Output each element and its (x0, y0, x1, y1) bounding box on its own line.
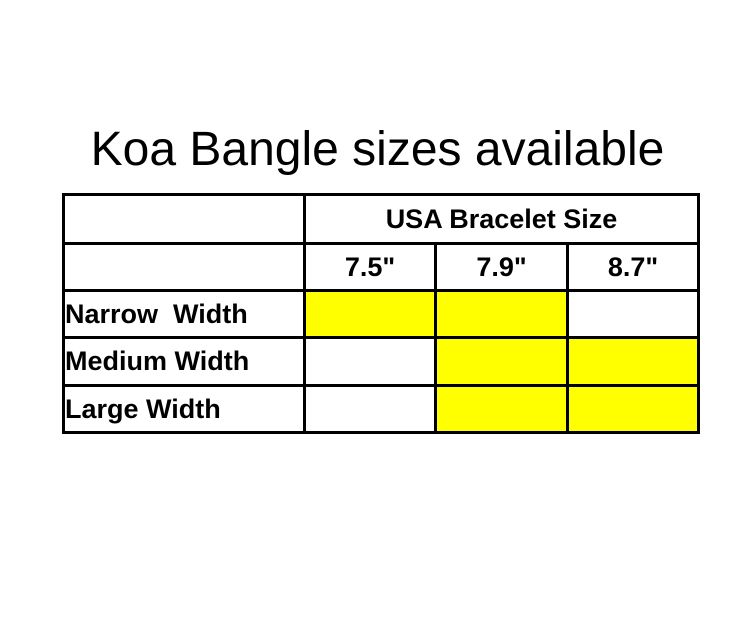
availability-cell (566, 384, 700, 434)
table-row: Narrow Width (62, 289, 700, 339)
availability-cell (566, 289, 700, 339)
availability-cell (434, 289, 569, 339)
table-row-group-header: USA Bracelet Size (62, 193, 700, 245)
availability-cell (434, 336, 569, 387)
table-row: Medium Width (62, 336, 700, 387)
size-column-header: 8.7" (566, 242, 700, 292)
row-label-large-width: Large Width (62, 384, 306, 434)
size-column-header: 7.9" (434, 242, 569, 292)
table-row-column-headers: 7.5" 7.9" 8.7" (62, 242, 700, 292)
corner-cell (62, 242, 306, 292)
table-row: Large Width (62, 384, 700, 434)
availability-cell (303, 336, 437, 387)
availability-cell (566, 336, 700, 387)
bangle-size-table: USA Bracelet Size 7.5" 7.9" 8.7" Narrow … (62, 193, 700, 434)
row-label-narrow-width: Narrow Width (62, 289, 306, 339)
corner-cell (62, 193, 306, 245)
availability-cell (303, 289, 437, 339)
row-label-medium-width: Medium Width (62, 336, 306, 387)
page-title: Koa Bangle sizes available (90, 123, 665, 176)
availability-cell (303, 384, 437, 434)
availability-cell (434, 384, 569, 434)
group-header-cell: USA Bracelet Size (303, 193, 700, 245)
size-column-header: 7.5" (303, 242, 437, 292)
